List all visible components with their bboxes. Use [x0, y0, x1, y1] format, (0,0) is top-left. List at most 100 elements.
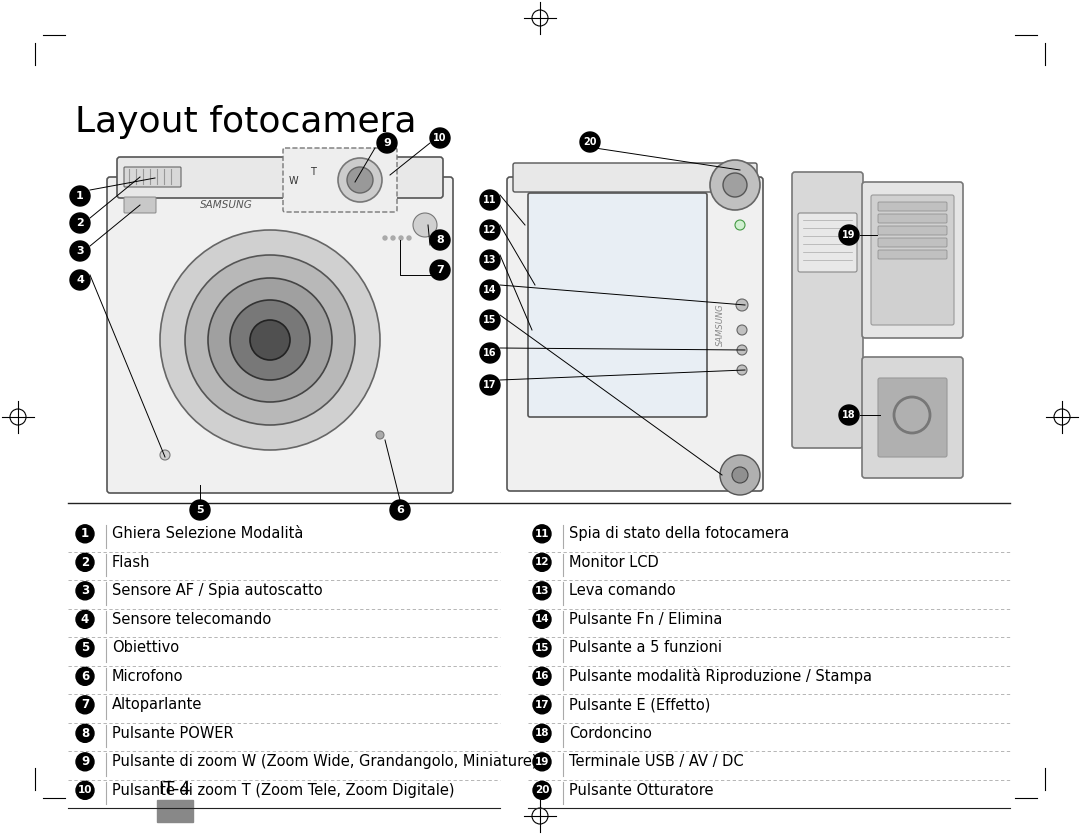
Circle shape [534, 582, 551, 600]
Circle shape [480, 190, 500, 210]
FancyBboxPatch shape [528, 193, 707, 417]
Circle shape [737, 345, 747, 355]
Text: SAMSUNG: SAMSUNG [715, 304, 725, 346]
Text: Pulsante modalità Riproduzione / Stampa: Pulsante modalità Riproduzione / Stampa [569, 668, 872, 685]
Text: 5: 5 [197, 505, 204, 515]
Text: 14: 14 [483, 285, 497, 295]
Text: 15: 15 [535, 643, 550, 653]
Circle shape [480, 375, 500, 395]
Text: 18: 18 [842, 410, 855, 420]
Text: 14: 14 [535, 615, 550, 625]
Circle shape [249, 320, 291, 360]
Circle shape [839, 225, 859, 245]
Text: 13: 13 [535, 585, 550, 595]
FancyBboxPatch shape [878, 250, 947, 259]
FancyBboxPatch shape [878, 226, 947, 235]
Circle shape [735, 220, 745, 230]
Circle shape [160, 230, 380, 450]
Text: 9: 9 [383, 138, 391, 148]
FancyBboxPatch shape [117, 157, 443, 198]
Text: Layout fotocamera: Layout fotocamera [75, 105, 417, 139]
FancyBboxPatch shape [124, 167, 181, 187]
Circle shape [580, 132, 600, 152]
Text: 6: 6 [396, 505, 404, 515]
Text: 3: 3 [77, 246, 84, 256]
Circle shape [390, 500, 410, 520]
Circle shape [480, 250, 500, 270]
Circle shape [76, 667, 94, 686]
Circle shape [534, 753, 551, 771]
Circle shape [737, 365, 747, 375]
Circle shape [376, 431, 384, 439]
Circle shape [723, 173, 747, 197]
Text: 10: 10 [78, 786, 92, 796]
Text: 4: 4 [81, 613, 90, 626]
Text: 18: 18 [535, 728, 550, 738]
Text: Monitor LCD: Monitor LCD [569, 555, 659, 570]
Circle shape [534, 639, 551, 657]
FancyBboxPatch shape [878, 214, 947, 223]
Circle shape [70, 213, 90, 233]
Circle shape [383, 236, 387, 240]
Text: T: T [310, 167, 316, 177]
Circle shape [480, 280, 500, 300]
Text: Sensore telecomando: Sensore telecomando [112, 612, 271, 627]
Circle shape [76, 553, 94, 571]
Text: Flash: Flash [112, 555, 150, 570]
Text: 12: 12 [535, 557, 550, 567]
Text: 9: 9 [81, 756, 90, 768]
Circle shape [347, 167, 373, 193]
Circle shape [413, 213, 437, 237]
Circle shape [732, 467, 748, 483]
Circle shape [407, 236, 411, 240]
Text: 16: 16 [535, 671, 550, 681]
Circle shape [720, 455, 760, 495]
Circle shape [534, 667, 551, 686]
Text: 11: 11 [483, 195, 497, 205]
Text: 11: 11 [535, 529, 550, 539]
Circle shape [76, 753, 94, 771]
Circle shape [534, 610, 551, 628]
Text: 3: 3 [81, 585, 89, 597]
Circle shape [710, 160, 760, 210]
Text: 12: 12 [483, 225, 497, 235]
Circle shape [480, 220, 500, 240]
FancyBboxPatch shape [792, 172, 863, 448]
Circle shape [190, 500, 210, 520]
Text: IT-4: IT-4 [159, 780, 191, 798]
Text: 4: 4 [76, 275, 84, 285]
Text: Pulsante di zoom T (Zoom Tele, Zoom Digitale): Pulsante di zoom T (Zoom Tele, Zoom Digi… [112, 783, 455, 798]
Text: 5: 5 [81, 641, 90, 655]
Circle shape [70, 241, 90, 261]
Text: 17: 17 [483, 380, 497, 390]
Circle shape [377, 133, 397, 153]
Text: 20: 20 [583, 137, 597, 147]
FancyBboxPatch shape [107, 177, 453, 493]
Text: 2: 2 [81, 555, 89, 569]
FancyBboxPatch shape [124, 197, 156, 213]
Circle shape [70, 186, 90, 206]
Text: Pulsante Fn / Elimina: Pulsante Fn / Elimina [569, 612, 723, 627]
Text: Cordoncino: Cordoncino [569, 726, 652, 741]
Text: Pulsante POWER: Pulsante POWER [112, 726, 233, 741]
Text: Pulsante E (Effetto): Pulsante E (Effetto) [569, 697, 711, 712]
Text: W: W [288, 176, 298, 186]
Circle shape [534, 696, 551, 714]
Circle shape [338, 158, 382, 202]
Text: 17: 17 [535, 700, 550, 710]
Circle shape [430, 260, 450, 280]
Text: Ghiera Selezione Modalità: Ghiera Selezione Modalità [112, 526, 303, 541]
Circle shape [76, 639, 94, 657]
Circle shape [839, 405, 859, 425]
Text: 7: 7 [436, 265, 444, 275]
FancyBboxPatch shape [798, 213, 858, 272]
Circle shape [534, 781, 551, 799]
Text: Terminale USB / AV / DC: Terminale USB / AV / DC [569, 754, 744, 769]
Text: SAMSUNG: SAMSUNG [200, 200, 253, 210]
Text: 16: 16 [483, 348, 497, 358]
Text: 20: 20 [535, 786, 550, 796]
FancyBboxPatch shape [283, 148, 397, 212]
Circle shape [430, 230, 450, 250]
Circle shape [76, 725, 94, 742]
FancyBboxPatch shape [507, 177, 762, 491]
